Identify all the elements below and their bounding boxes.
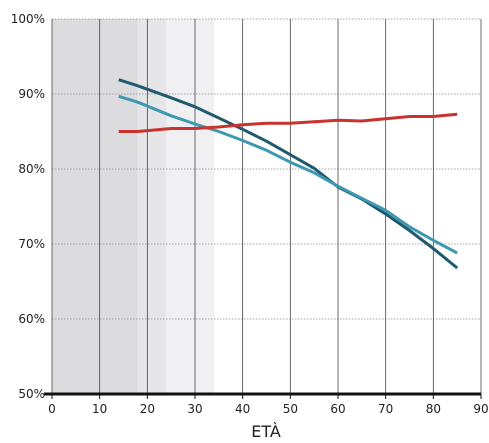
x-tick-label-60: 60 (330, 402, 345, 416)
shaded-band-0 (52, 19, 138, 394)
x-tick-label-10: 10 (92, 402, 107, 416)
x-tick-label-20: 20 (140, 402, 155, 416)
y-tick-label-100: 100% (11, 12, 45, 26)
x-tick-label-40: 40 (235, 402, 250, 416)
x-tick-label-30: 30 (187, 402, 202, 416)
y-tick-label-80: 80% (18, 162, 45, 176)
shaded-band-2 (166, 19, 215, 394)
y-tick-label-50: 50% (18, 387, 45, 401)
series-line-0 (118, 78, 459, 270)
x-tick-label-80: 80 (426, 402, 441, 416)
y-tick-label-70: 70% (18, 237, 45, 251)
series-line-1 (118, 94, 458, 255)
x-tick-label-70: 70 (378, 402, 393, 416)
x-tick-label-50: 50 (283, 402, 298, 416)
x-tick-label-0: 0 (48, 402, 56, 416)
shaded-band-1 (137, 19, 167, 394)
y-tick-label-90: 90% (18, 87, 45, 101)
x-tick-label-90: 90 (473, 402, 488, 416)
y-tick-label-60: 60% (18, 312, 45, 326)
x-axis-title: ETÀ (251, 422, 281, 441)
series-line-2 (118, 112, 458, 133)
